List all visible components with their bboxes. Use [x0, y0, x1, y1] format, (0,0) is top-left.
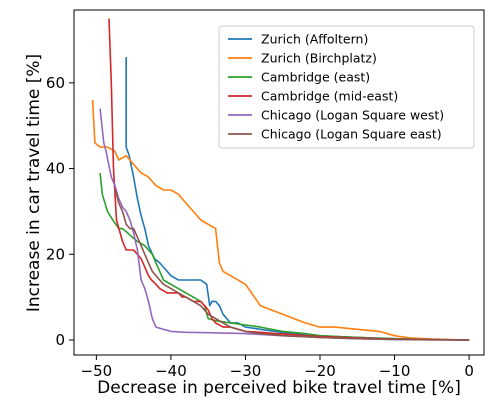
- x-tick-label: −20: [304, 362, 336, 380]
- y-tick-label: 20: [46, 245, 65, 263]
- legend-label-1: Zurich (Birchplatz): [261, 51, 377, 66]
- x-tick-label: −40: [155, 362, 187, 380]
- y-tick-label: 40: [46, 160, 65, 178]
- x-axis: −50 −40 −30 −20 −10 0: [81, 355, 474, 380]
- series-line-1: [91, 99, 470, 341]
- legend-label-5: Chicago (Logan Square east): [261, 127, 442, 142]
- series-line-2: [99, 172, 470, 341]
- legend-label-3: Cambridge (mid-east): [261, 89, 398, 104]
- x-tick-label: −10: [379, 362, 411, 380]
- legend: Zurich (Affoltern) Zurich (Birchplatz) Cam…: [218, 25, 475, 149]
- x-tick-label: −30: [230, 362, 262, 380]
- legend-box: [218, 25, 475, 149]
- x-tick-label: −50: [81, 362, 113, 380]
- x-axis-label: Decrease in perceived bike travel time […: [97, 378, 461, 398]
- plot-area-frame: [73, 9, 485, 356]
- series-layer: [91, 18, 470, 341]
- legend-label-0: Zurich (Affoltern): [261, 32, 368, 47]
- x-tick-label: 0: [464, 362, 474, 380]
- legend-label-2: Cambridge (east): [261, 70, 370, 85]
- y-tick-label: 0: [55, 331, 65, 349]
- y-axis: 0 20 40 60: [46, 74, 74, 349]
- series-line-5: [114, 189, 470, 341]
- legend-label-4: Chicago (Logan Square west): [261, 108, 444, 123]
- series-line-0: [125, 57, 470, 341]
- y-axis-label: Increase in car travel time [%]: [24, 54, 44, 312]
- y-tick-label: 60: [46, 74, 65, 92]
